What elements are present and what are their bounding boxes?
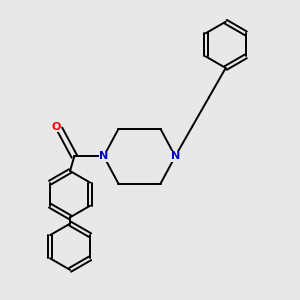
Text: N: N [171, 151, 180, 161]
Text: O: O [52, 122, 61, 132]
Text: N: N [99, 151, 108, 161]
